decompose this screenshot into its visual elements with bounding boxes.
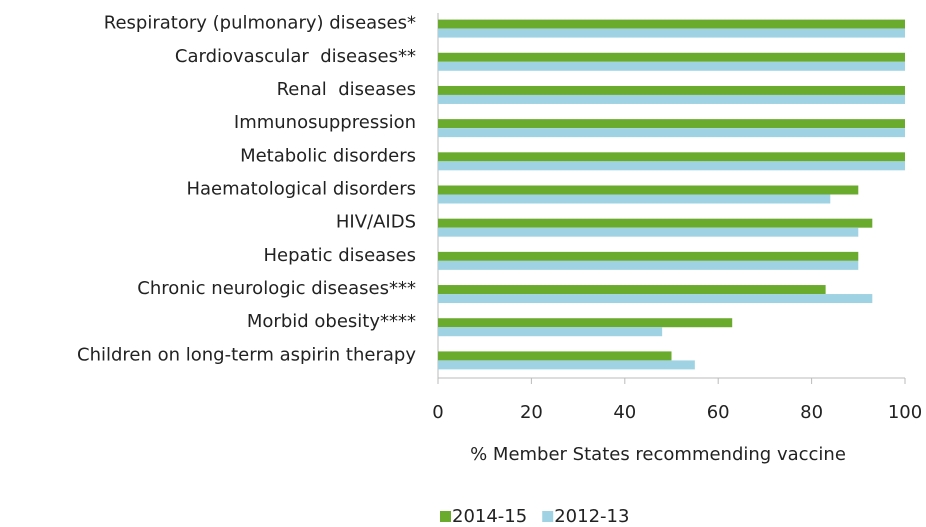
bar (438, 285, 826, 295)
bar (438, 194, 831, 204)
legend-label: 2012-13 (554, 506, 629, 527)
x-tick-label: 20 (520, 402, 543, 423)
bar (438, 185, 859, 195)
y-tick-label: Haematological disorders (186, 179, 416, 200)
bar (438, 327, 663, 337)
x-tick-label: 40 (613, 402, 636, 423)
y-tick-label: Hepatic diseases (264, 245, 416, 266)
legend-swatch (440, 511, 451, 522)
y-tick-label: Children on long-term aspirin therapy (77, 344, 416, 365)
bar (438, 351, 672, 361)
bar (438, 152, 905, 162)
x-axis-title: % Member States recommending vaccine (470, 444, 846, 465)
y-tick-label: Respiratory (pulmonary) diseases* (104, 13, 416, 34)
bar (438, 318, 733, 328)
bar (438, 360, 695, 370)
legend-swatch (542, 511, 554, 522)
bar (438, 61, 905, 71)
y-tick-label: Immunosuppression (234, 112, 416, 133)
bar (438, 161, 905, 171)
y-tick-label: Renal diseases (277, 79, 416, 100)
y-tick-label: Cardiovascular diseases** (175, 46, 416, 67)
x-tick-label: 100 (888, 402, 922, 423)
bar (438, 128, 905, 138)
y-tick-label: Metabolic disorders (240, 145, 416, 166)
bar (438, 218, 873, 228)
y-tick-label: HIV/AIDS (336, 212, 416, 233)
bar (438, 52, 905, 62)
y-tick-label: Chronic neurologic diseases*** (137, 278, 416, 299)
bar (438, 28, 905, 38)
bar (438, 119, 905, 129)
legend-label: 2014-15 (452, 506, 527, 527)
x-tick-label: 80 (800, 402, 823, 423)
bar (438, 260, 859, 270)
bar (438, 227, 859, 237)
bar (438, 294, 873, 304)
bar (438, 94, 905, 104)
y-tick-label: Morbid obesity**** (247, 311, 416, 332)
x-tick-label: 0 (432, 402, 443, 423)
bar (438, 251, 859, 261)
x-tick-label: 60 (707, 402, 730, 423)
bar (438, 85, 905, 95)
bar (438, 19, 905, 29)
